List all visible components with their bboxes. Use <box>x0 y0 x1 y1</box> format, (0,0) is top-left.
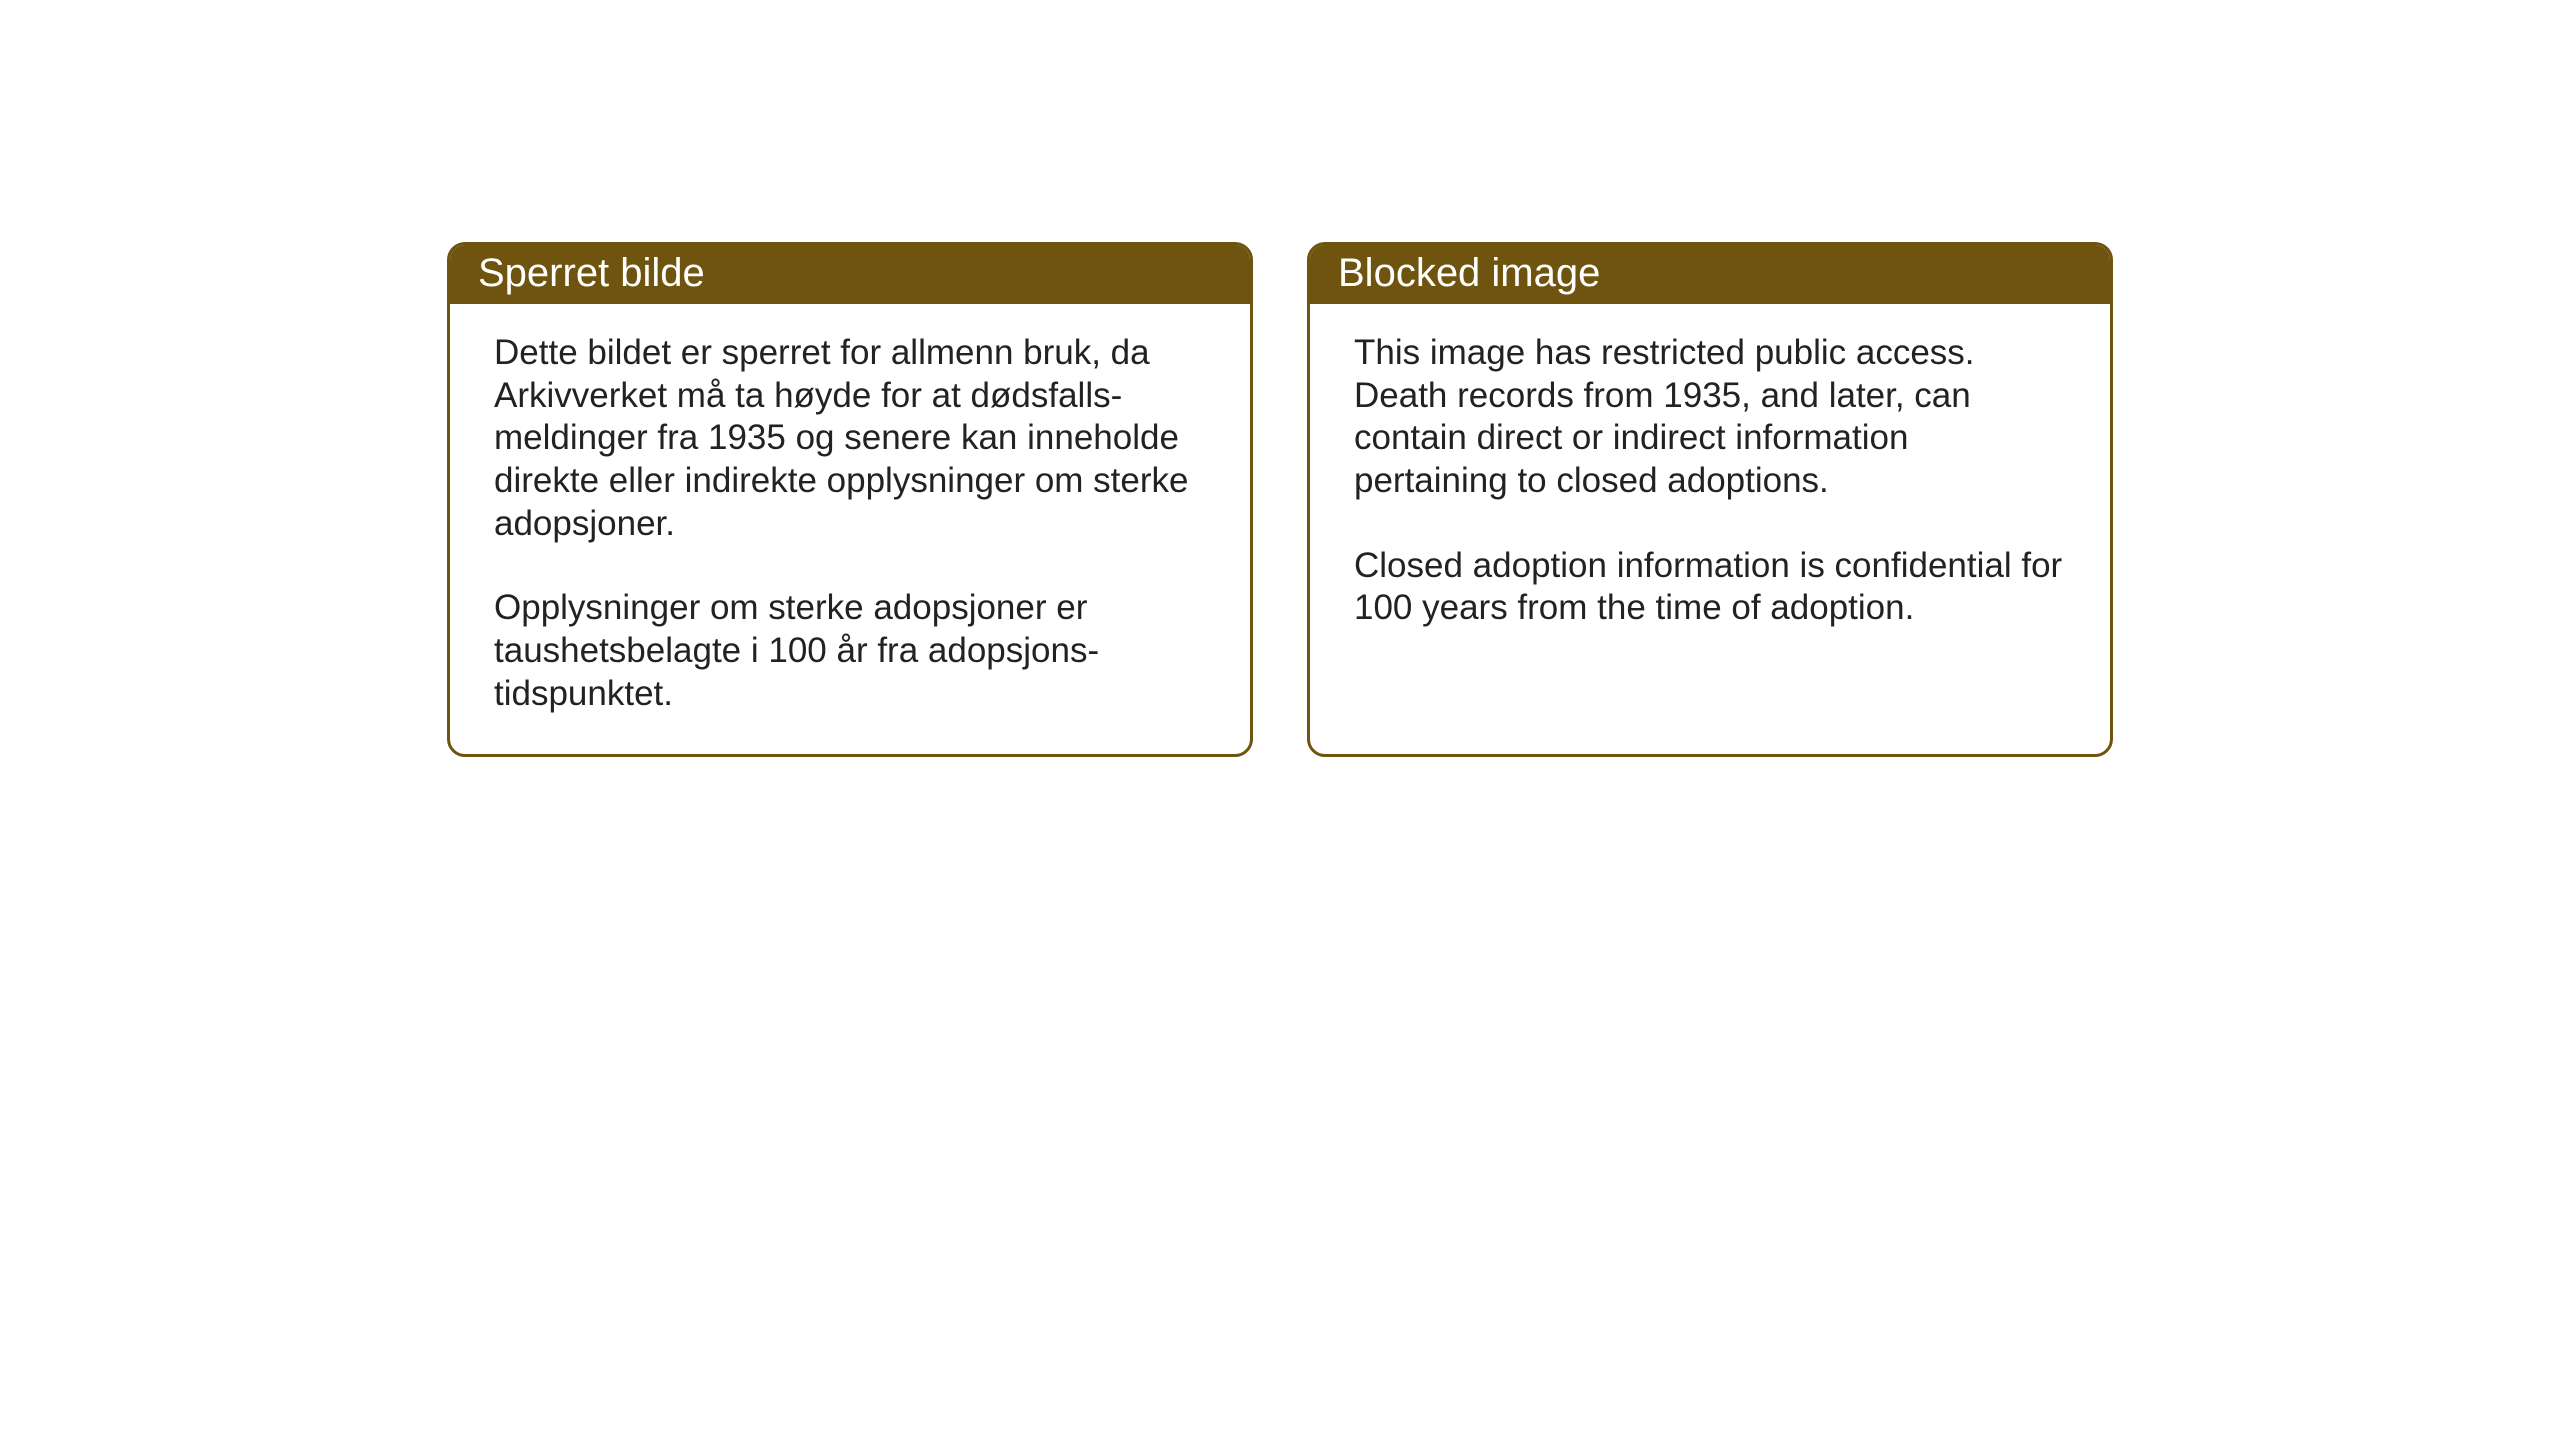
notice-body-english: This image has restricted public access.… <box>1310 304 2110 744</box>
notice-card-norwegian: Sperret bilde Dette bildet er sperret fo… <box>447 242 1253 757</box>
notice-card-english: Blocked image This image has restricted … <box>1307 242 2113 757</box>
notice-header-english: Blocked image <box>1310 245 2110 304</box>
notice-container: Sperret bilde Dette bildet er sperret fo… <box>447 242 2113 757</box>
notice-paragraph-1-en: This image has restricted public access.… <box>1354 332 2066 503</box>
notice-paragraph-2-en: Closed adoption information is confident… <box>1354 545 2066 630</box>
notice-paragraph-2-no: Opplysninger om sterke adopsjoner er tau… <box>494 587 1206 715</box>
notice-paragraph-1-no: Dette bildet er sperret for allmenn bruk… <box>494 332 1206 545</box>
notice-header-norwegian: Sperret bilde <box>450 245 1250 304</box>
notice-body-norwegian: Dette bildet er sperret for allmenn bruk… <box>450 304 1250 754</box>
